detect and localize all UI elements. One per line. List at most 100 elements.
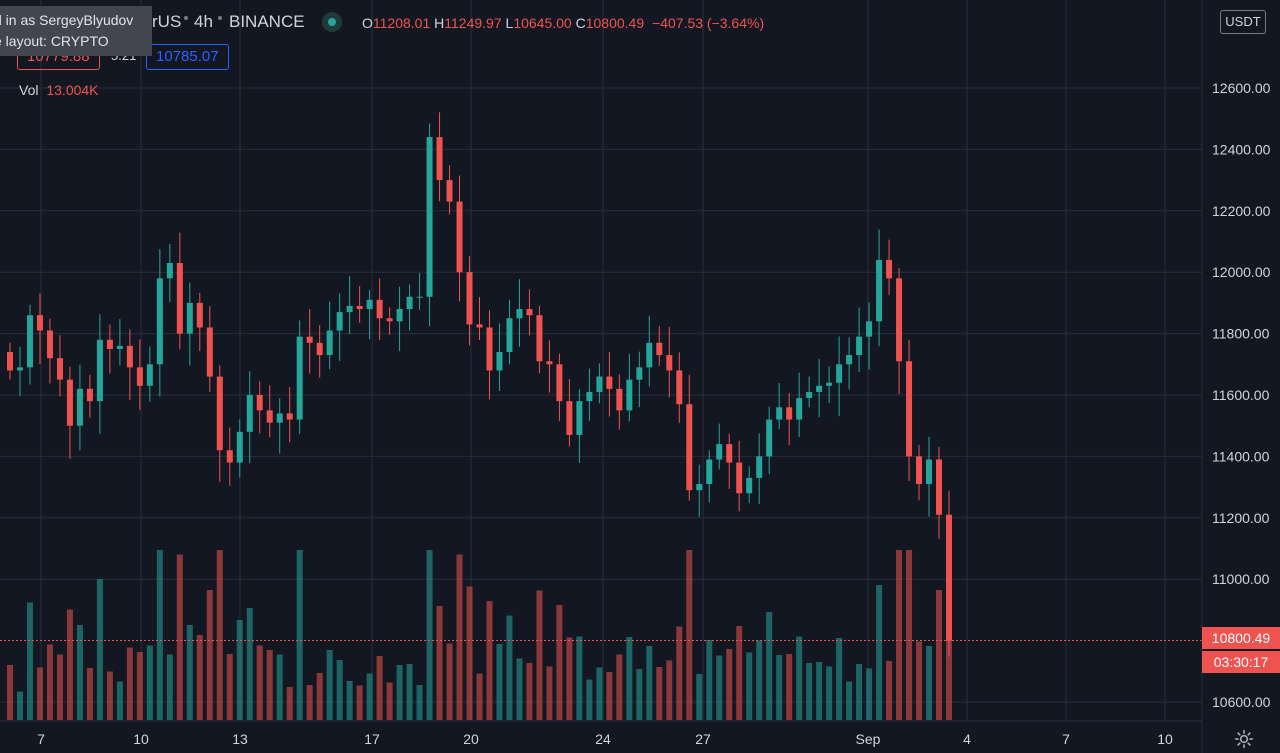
candle-body <box>506 318 513 353</box>
volume-bar <box>556 605 563 720</box>
high-label: H <box>434 15 445 31</box>
separator-dot <box>184 16 188 20</box>
volume-bar <box>826 666 833 720</box>
price-tick-label: 10600.00 <box>1212 694 1271 710</box>
time-tick-label: Sep <box>856 731 881 747</box>
symbol-name[interactable]: rUS <box>152 12 182 31</box>
candle-body <box>366 299 373 310</box>
volume-bar <box>876 585 883 720</box>
volume-bar <box>7 665 13 720</box>
candle-body <box>436 137 443 181</box>
candle-body <box>176 262 183 334</box>
candle-body <box>206 327 213 377</box>
volume-bar <box>186 625 193 720</box>
candle-body <box>916 456 923 485</box>
change-value: −407.53 (−3.64%) <box>652 15 765 31</box>
candle-body <box>376 299 383 319</box>
time-tick-label: 17 <box>364 731 380 747</box>
open-label: O <box>362 15 373 31</box>
volume-bar <box>206 590 213 720</box>
symbol-label[interactable]: rUS <box>152 12 181 32</box>
candle-body <box>876 259 883 322</box>
volume-bar <box>836 638 843 720</box>
candle-body <box>906 361 913 457</box>
interval-label[interactable]: 4h <box>194 12 213 31</box>
login-tooltip: d in as SergeyBlyudov e layout: CRYPTO <box>0 6 152 56</box>
volume-bar <box>816 662 823 720</box>
candle-body <box>656 342 663 356</box>
candle-body <box>246 395 253 432</box>
price-tick-label: 12000.00 <box>1212 264 1271 280</box>
volume-bar <box>806 663 813 720</box>
time-tick-label: 4 <box>963 731 971 747</box>
volume-bar <box>166 654 173 720</box>
candle-body <box>896 278 903 362</box>
candle-body <box>646 342 653 368</box>
candle-body <box>736 462 743 494</box>
volume-bar <box>636 669 643 720</box>
time-tick-label: 10 <box>1157 731 1173 747</box>
candle-body <box>706 459 713 485</box>
price-tick-label: 11200.00 <box>1212 510 1270 526</box>
volume-bar <box>916 641 923 720</box>
candle-body <box>106 339 113 349</box>
volume-bar <box>396 665 403 720</box>
volume-bar <box>56 654 63 720</box>
buy-price-button[interactable]: 10785.07 <box>146 44 229 70</box>
volume-bar <box>726 649 733 720</box>
volume-bar <box>666 660 673 720</box>
volume-bar <box>646 646 653 720</box>
volume-bar <box>856 664 863 720</box>
candle-body <box>306 336 313 343</box>
candle-body <box>456 201 463 273</box>
currency-button[interactable]: USDT <box>1220 10 1266 34</box>
candle-body <box>416 296 423 298</box>
candle-body <box>226 450 233 463</box>
volume-bar <box>846 681 853 720</box>
candle-body <box>636 367 643 380</box>
volume-bar <box>626 637 633 720</box>
volume-bar <box>446 643 453 720</box>
candle-body <box>336 312 343 331</box>
volume-bar <box>246 608 253 720</box>
price-axis[interactable]: 12600.00 12400.00 12200.00 12000.00 11800.00… <box>1212 80 1271 710</box>
volume-bar <box>356 685 363 720</box>
volume-bar <box>236 620 243 720</box>
volume-bar <box>176 554 183 720</box>
market-status-icon[interactable] <box>322 12 342 32</box>
candle-body <box>716 444 723 460</box>
volume-bar <box>686 550 693 720</box>
volume-bar <box>796 636 803 720</box>
candle-body <box>576 401 583 435</box>
volume-bar <box>226 654 233 720</box>
time-axis[interactable]: 7 10 13 17 20 24 27 Sep 4 7 10 <box>37 731 1173 747</box>
volume-bar <box>496 644 503 720</box>
volume-bar <box>436 606 443 720</box>
candle-body <box>26 315 33 368</box>
candle-body <box>36 315 43 331</box>
candle-body <box>316 342 323 356</box>
candle-body <box>56 358 63 380</box>
volume-bar <box>456 554 463 720</box>
volume-bar <box>866 668 873 720</box>
grid <box>0 0 1202 721</box>
candle-body <box>846 355 853 365</box>
candle-body <box>826 382 833 386</box>
gear-icon[interactable] <box>1234 729 1254 749</box>
volume-bars <box>7 550 952 720</box>
volume-bar <box>536 590 543 720</box>
time-tick-label: 27 <box>695 731 711 747</box>
candle-body <box>566 401 573 435</box>
candle-body <box>936 459 943 515</box>
candle-body <box>806 391 813 399</box>
candle-body <box>256 395 263 411</box>
candle-body <box>166 262 173 279</box>
candle-body <box>746 477 753 494</box>
price-tick-label: 12600.00 <box>1212 80 1271 96</box>
volume-bar <box>786 654 793 720</box>
candle-body <box>66 379 73 426</box>
candle-body <box>556 364 563 402</box>
volume-bar <box>336 660 343 720</box>
candle-body <box>796 398 803 420</box>
